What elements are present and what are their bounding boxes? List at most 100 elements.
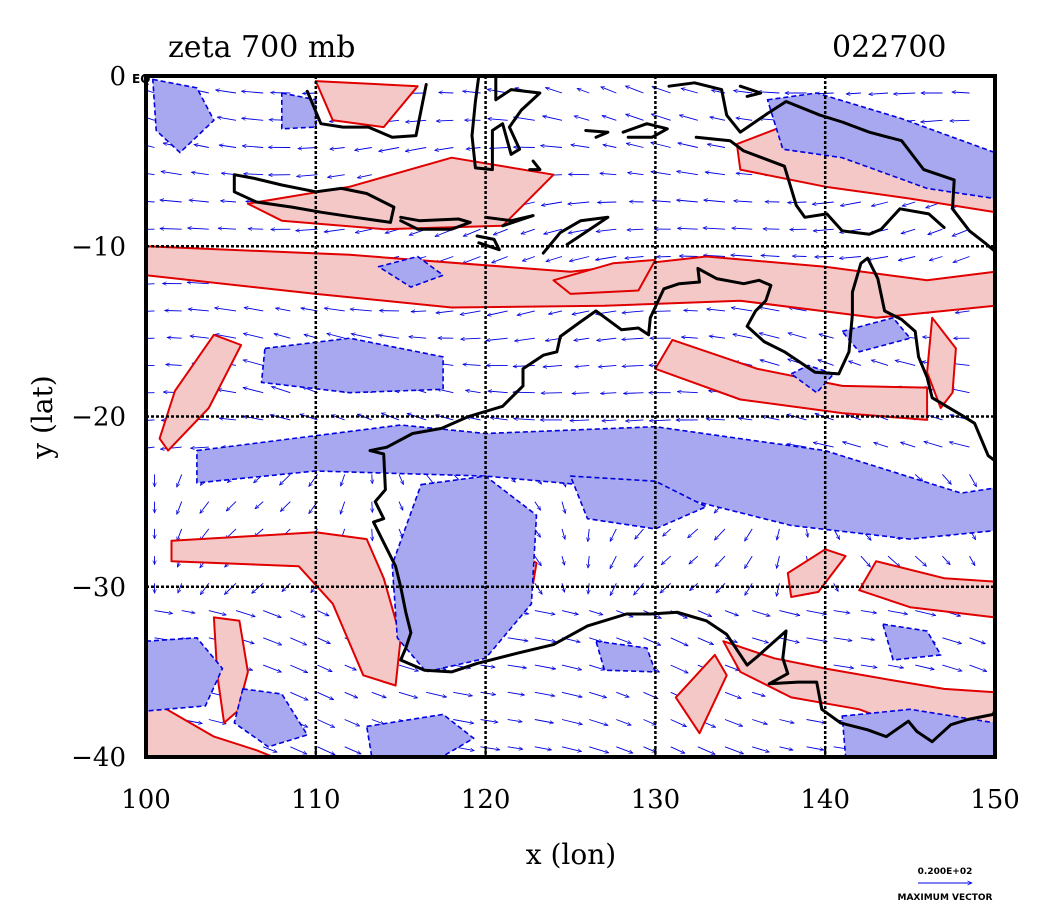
wind-vector-463	[942, 474, 951, 484]
wind-vector-177	[732, 228, 753, 229]
wind-vector-634	[534, 637, 556, 642]
negative-region-11	[766, 92, 995, 200]
wind-vector-692	[426, 691, 446, 697]
wind-vector-664	[507, 664, 527, 668]
negative-region-15	[377, 255, 444, 288]
wind-vector-268	[684, 310, 698, 311]
wind-vector-356	[541, 393, 563, 394]
wind-vector-41	[406, 120, 427, 122]
wind-vector-480	[561, 501, 565, 514]
wind-vector-353	[466, 390, 481, 394]
coastline-3	[399, 215, 472, 231]
wind-vector-559	[178, 583, 183, 593]
coastline-8	[470, 76, 542, 172]
wind-vector-17	[601, 87, 617, 94]
wind-vector-254	[301, 308, 318, 312]
wind-vector-612	[779, 610, 799, 616]
wind-vector-73	[435, 147, 454, 151]
wind-vector-324	[513, 365, 535, 366]
wind-vector-473	[372, 501, 373, 513]
wind-vector-35	[242, 118, 264, 121]
wind-vector-766	[752, 746, 769, 752]
wind-vector-432	[924, 442, 943, 448]
wind-vector-145	[704, 200, 726, 203]
wind-vector-385	[490, 418, 508, 421]
wind-vector-361	[677, 392, 698, 393]
negative-region-14	[882, 623, 942, 661]
wind-vector-271	[759, 307, 780, 312]
wind-vector-751	[344, 746, 361, 755]
wind-vector-113	[677, 171, 698, 176]
wind-vector-576	[634, 583, 644, 595]
wind-vector-546	[661, 555, 672, 565]
wind-vector-646	[860, 638, 875, 640]
positive-region-6	[674, 653, 728, 735]
wind-vector-693	[453, 691, 472, 696]
wind-vector-69	[330, 148, 345, 150]
wind-vector-302	[759, 333, 780, 339]
wind-vector-649	[942, 637, 961, 644]
wind-vector-139	[541, 201, 563, 206]
wind-vector-0	[146, 89, 155, 94]
wind-vector-46	[543, 116, 563, 121]
wind-vector-393	[706, 419, 726, 420]
wind-vector-198	[462, 256, 481, 264]
x-tick-110: 110	[291, 785, 341, 815]
wind-vector-543	[588, 556, 589, 568]
wind-vector-593	[263, 610, 281, 618]
wind-vector-161	[296, 229, 318, 231]
wind-vector-289	[409, 337, 427, 339]
wind-vector-34	[217, 117, 237, 121]
wind-vector-170	[544, 228, 563, 234]
wind-vector-560	[200, 583, 210, 594]
wind-vector-513	[609, 528, 617, 542]
wind-vector-325	[543, 365, 563, 367]
wind-vector-640	[697, 637, 714, 646]
wind-vector-504	[372, 528, 373, 541]
wind-vector-650	[969, 637, 986, 644]
wind-vector-466	[177, 501, 183, 515]
wind-vector-336	[849, 361, 862, 366]
equator-label: EQ	[132, 72, 150, 86]
positive-region-3	[170, 531, 402, 687]
wind-vector-20	[681, 88, 698, 94]
wind-vector-721	[371, 719, 384, 725]
wind-vector-691	[398, 691, 418, 698]
wind-vector-93	[146, 172, 155, 176]
wind-vector-555	[914, 555, 926, 566]
wind-vector-111	[628, 173, 644, 175]
wind-vector-748	[263, 746, 277, 752]
wind-vector-125	[160, 200, 182, 203]
wind-vector-219	[187, 282, 209, 283]
positive-region-8	[858, 560, 995, 619]
wind-vector-213	[867, 256, 889, 260]
wind-vector-270	[731, 308, 753, 312]
negative-region-1	[260, 337, 444, 394]
wind-vector-82	[678, 143, 698, 148]
wind-vector-16	[577, 89, 590, 94]
wind-vector-159	[248, 229, 264, 230]
positive-region-12	[926, 316, 957, 409]
wind-vector-295	[574, 337, 590, 340]
coastline-4	[475, 234, 501, 252]
wind-vector-149	[812, 201, 834, 204]
wind-vector-660	[398, 664, 419, 671]
wind-vector-391	[649, 420, 671, 421]
wind-vector-291	[461, 338, 481, 339]
wind-vector-354	[488, 391, 508, 393]
plot-area	[146, 76, 995, 757]
plot-frame	[144, 74, 997, 759]
wind-vector-572	[534, 583, 542, 594]
wind-vector-544	[609, 555, 617, 569]
wind-vector-64	[194, 145, 209, 148]
wind-vector-687	[290, 691, 308, 701]
wind-vector-390	[625, 420, 644, 421]
wind-vector-511	[561, 528, 565, 540]
wind-vector-645	[833, 637, 852, 641]
coastline-14	[993, 168, 995, 172]
y-axis-label: y (lat)	[26, 375, 59, 459]
wind-vector-680	[942, 664, 962, 671]
wind-vector-470	[280, 501, 291, 512]
wind-vector-381	[381, 413, 400, 421]
coastline-10	[584, 129, 610, 139]
